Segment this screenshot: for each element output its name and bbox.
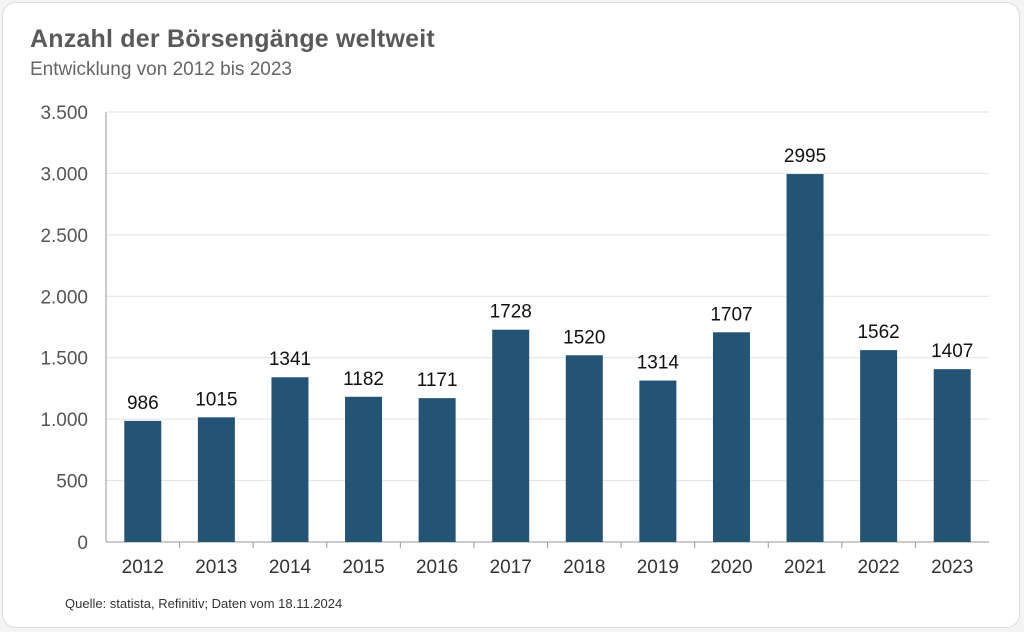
bar [933,369,971,542]
data-label: 986 [127,393,159,414]
data-label: 1171 [417,370,458,391]
y-tick-label: 3.500 [40,103,88,124]
x-tick-label: 2016 [416,557,458,578]
data-label: 1520 [563,327,605,348]
data-label: 1728 [490,302,532,323]
data-label: 1182 [343,369,384,390]
bar [492,329,530,542]
chart-subtitle: Entwicklung von 2012 bis 2023 [30,59,292,80]
data-label: 1707 [710,304,752,325]
bar [565,355,603,542]
x-tick-label: 2014 [269,557,312,578]
x-tick-label: 2018 [563,557,605,578]
y-tick-label: 1.500 [40,349,88,370]
bar [786,174,824,543]
bar [639,380,677,542]
data-label: 2995 [784,146,826,167]
bar [860,350,898,542]
x-tick-label: 2013 [195,557,237,578]
bar [418,398,456,542]
y-tick-label: 0 [77,533,88,554]
data-label: 1407 [931,341,973,362]
bar [124,420,162,542]
y-tick-label: 500 [56,472,88,493]
x-tick-label: 2022 [857,557,899,578]
data-label: 1015 [195,389,237,410]
y-tick-label: 1.000 [40,410,88,431]
x-tick-label: 2015 [342,557,384,578]
data-label: 1341 [269,349,311,370]
x-tick-label: 2012 [122,557,164,578]
x-tick-label: 2020 [710,557,752,578]
bar [197,417,235,542]
y-tick-label: 2.000 [40,287,88,308]
y-tick-label: 3.000 [40,164,88,185]
data-label: 1562 [857,322,899,343]
bar [271,377,309,542]
bar [712,332,750,542]
x-tick-label: 2019 [637,557,679,578]
bar [345,396,383,542]
x-tick-label: 2017 [490,557,532,578]
data-label: 1314 [637,353,680,374]
source-note: Quelle: statista, Refinitiv; Daten vom 1… [65,596,343,611]
x-tick-label: 2021 [784,557,826,578]
chart-title: Anzahl der Börsengänge weltweit [30,25,435,53]
y-tick-label: 2.500 [40,226,88,247]
x-tick-label: 2023 [931,557,973,578]
